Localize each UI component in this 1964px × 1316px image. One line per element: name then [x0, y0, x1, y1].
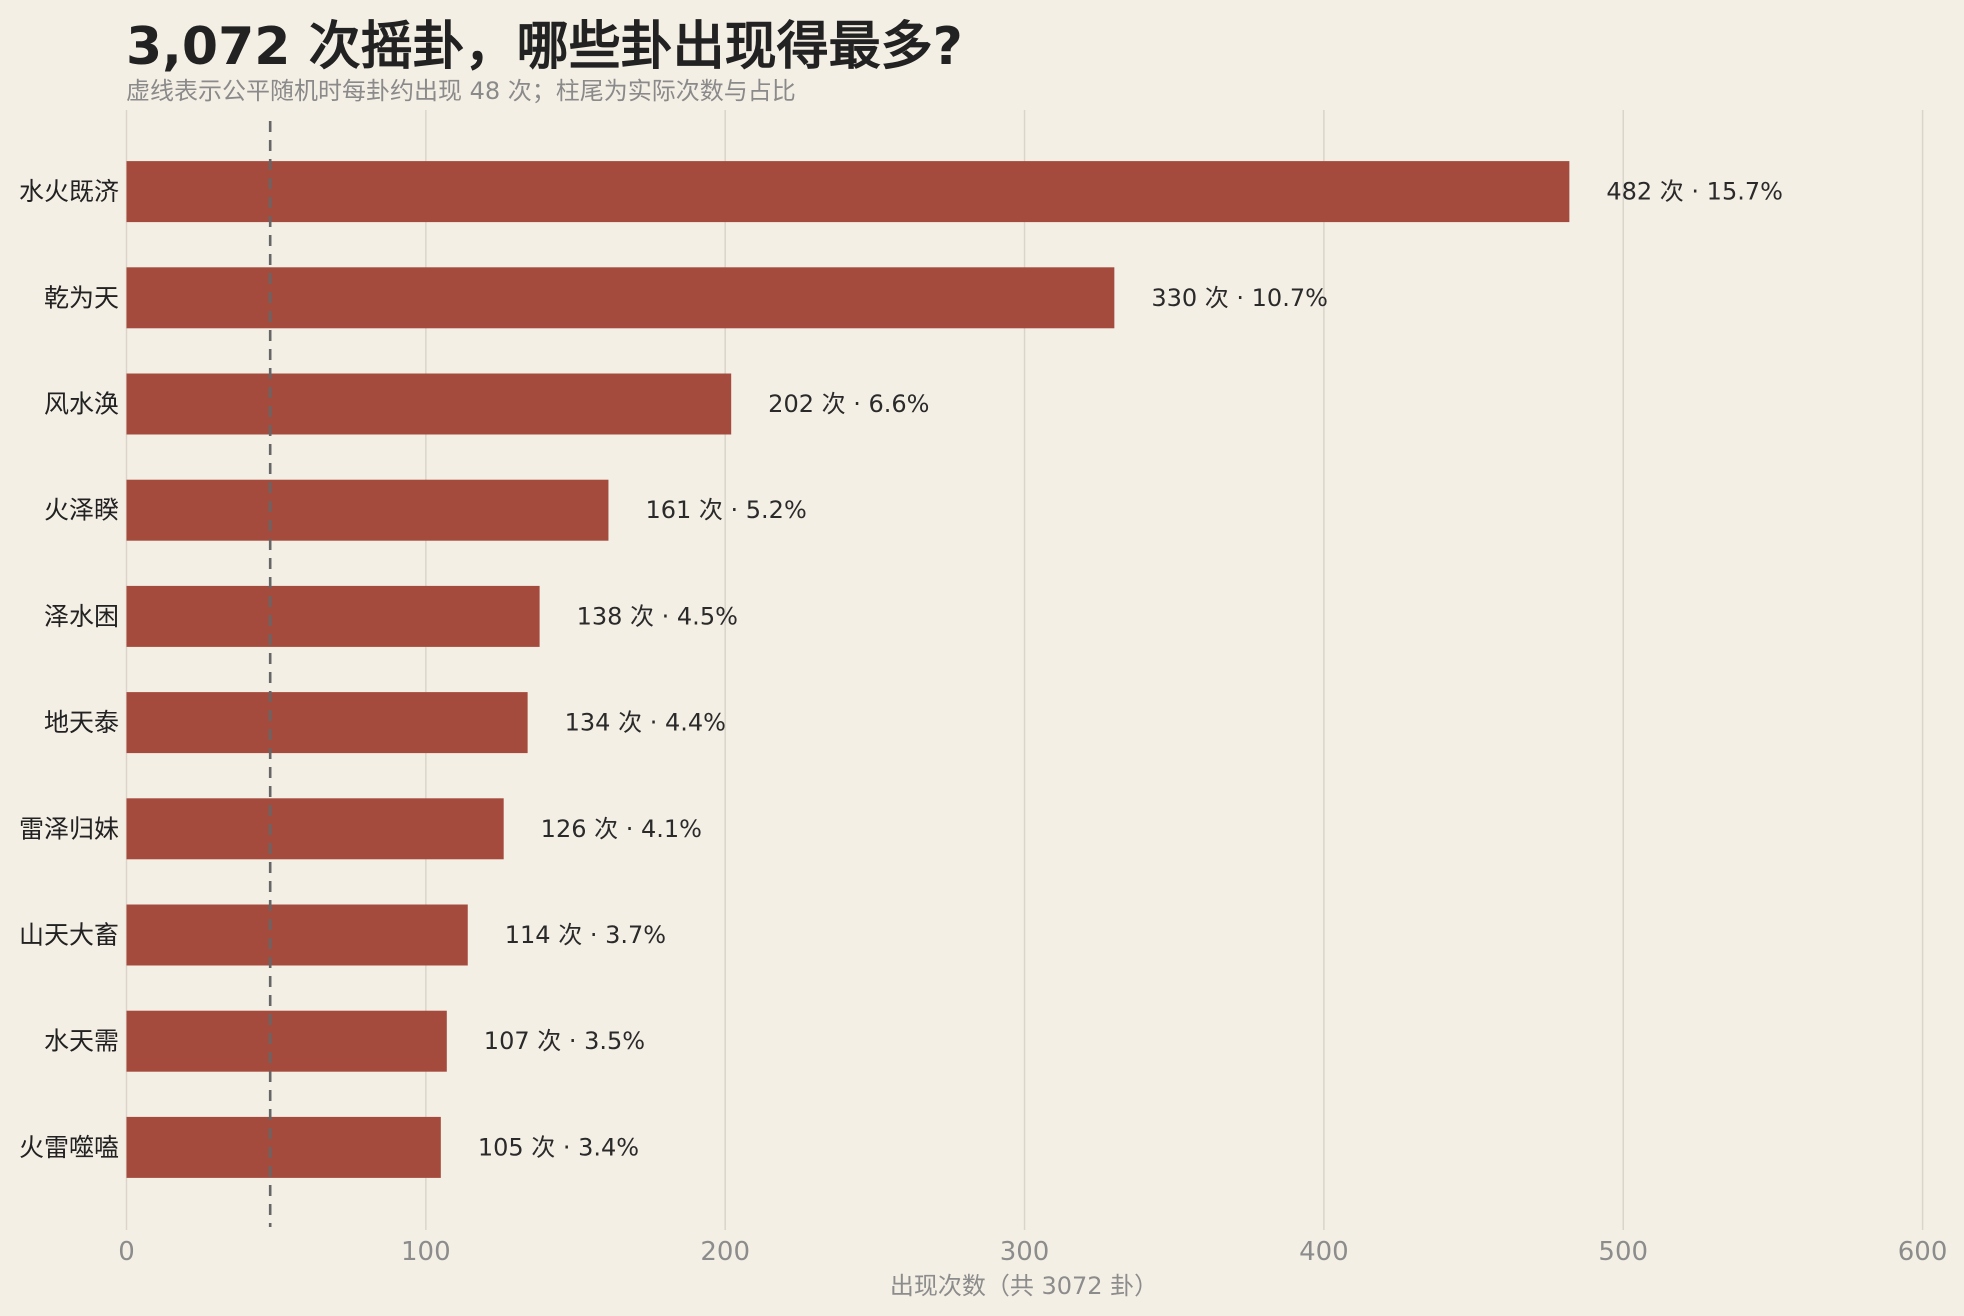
data-label-6: 134 次 · 4.4%	[565, 709, 726, 737]
category-label-6: 地天泰	[44, 708, 119, 737]
x-tick-label-100: 100	[401, 1237, 451, 1267]
bar-7	[126, 798, 504, 860]
category-label-3: 风水涣	[44, 390, 119, 419]
bars	[126, 161, 1570, 1178]
bar-1	[126, 161, 1570, 223]
x-tick-label-400: 400	[1299, 1237, 1349, 1267]
bar-5	[126, 585, 540, 647]
x-tick-labels: 0 100 200 300 400 500 600	[118, 1237, 1947, 1267]
category-label-10: 火雷噬嗑	[19, 1133, 119, 1162]
data-label-2: 330 次 · 10.7%	[1151, 284, 1328, 312]
category-label-9: 水天需	[44, 1027, 119, 1056]
data-label-10: 105 次 · 3.4%	[478, 1133, 639, 1161]
data-label-9: 107 次 · 3.5%	[484, 1027, 645, 1055]
data-label-8: 114 次 · 3.7%	[505, 921, 666, 949]
bar-2	[126, 267, 1115, 329]
bar-10	[126, 1116, 441, 1178]
x-tick-label-600: 600	[1898, 1237, 1948, 1267]
category-label-2: 乾为天	[44, 283, 119, 312]
category-label-1: 水火既济	[19, 177, 119, 206]
x-axis-label: 出现次数（共 3072 卦）	[890, 1272, 1158, 1300]
bar-9	[126, 1010, 447, 1072]
data-label-3: 202 次 · 6.6%	[768, 390, 929, 418]
category-label-7: 雷泽归妹	[19, 814, 119, 843]
x-tick-label-200: 200	[700, 1237, 750, 1267]
x-tick-label-300: 300	[1000, 1237, 1050, 1267]
category-label-8: 山天大畜	[19, 921, 119, 950]
category-label-4: 火泽睽	[44, 496, 119, 525]
category-label-5: 泽水困	[44, 602, 119, 631]
bar-4	[126, 479, 609, 541]
chart-subtitle: 虚线表示公平随机时每卦约出现 48 次；柱尾为实际次数与占比	[126, 77, 796, 105]
bar-6	[126, 692, 528, 754]
data-label-7: 126 次 · 4.1%	[541, 815, 702, 843]
data-label-1: 482 次 · 15.7%	[1606, 178, 1783, 206]
data-labels: 482 次 · 15.7% 330 次 · 10.7% 202 次 · 6.6% 16…	[478, 178, 1783, 1162]
x-tick-label-0: 0	[118, 1237, 135, 1267]
chart-title: 3,072 次摇卦，哪些卦出现得最多?	[126, 17, 963, 77]
bar-8	[126, 904, 468, 966]
bar-3	[126, 373, 732, 435]
data-label-4: 161 次 · 5.2%	[645, 496, 806, 524]
data-label-5: 138 次 · 4.5%	[577, 602, 738, 630]
x-tick-label-500: 500	[1598, 1237, 1648, 1267]
